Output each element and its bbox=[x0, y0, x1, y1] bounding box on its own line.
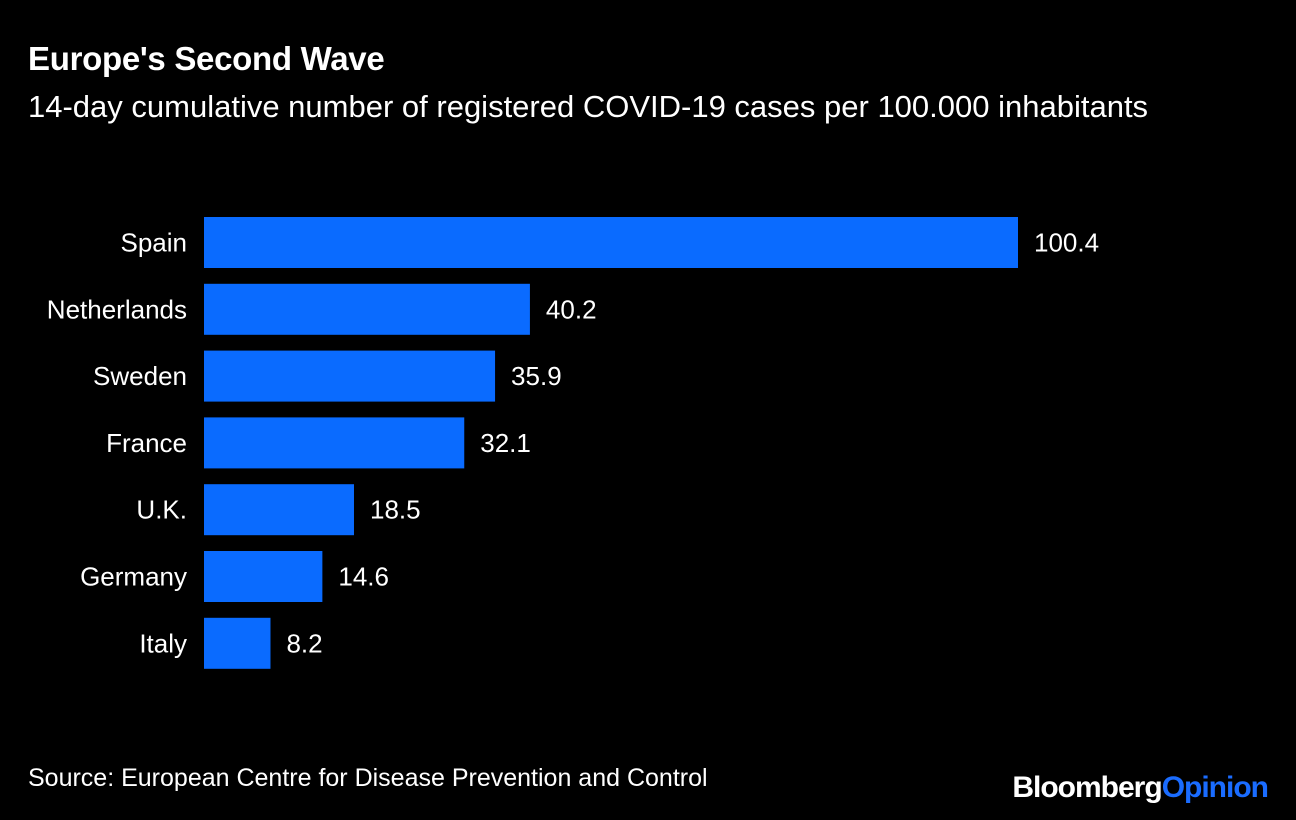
bar-germany bbox=[204, 551, 323, 602]
bar-france bbox=[204, 417, 465, 469]
category-label-sweden: Sweden bbox=[93, 361, 187, 391]
source-note: Source: European Centre for Disease Prev… bbox=[28, 764, 708, 792]
category-label-france: France bbox=[106, 428, 187, 458]
bar-u-k bbox=[204, 484, 354, 536]
value-label-netherlands: 40.2 bbox=[546, 294, 597, 324]
category-label-germany: Germany bbox=[80, 562, 187, 592]
value-label-france: 32.1 bbox=[480, 428, 531, 458]
bar-italy bbox=[204, 617, 271, 669]
chart-subtitle: 14-day cumulative number of registered C… bbox=[28, 89, 1149, 124]
category-label-u-k: U.K. bbox=[136, 495, 187, 525]
value-label-germany: 14.6 bbox=[338, 562, 389, 592]
value-label-u-k: 18.5 bbox=[370, 495, 421, 525]
bar-sweden bbox=[204, 350, 496, 402]
category-label-spain: Spain bbox=[121, 228, 188, 258]
category-label-netherlands: Netherlands bbox=[47, 294, 187, 324]
bloomberg-opinion-logo: BloombergOpinion bbox=[1012, 771, 1269, 805]
value-label-italy: 8.2 bbox=[286, 628, 322, 658]
chart-title: Europe's Second Wave bbox=[28, 40, 385, 77]
bar-spain bbox=[204, 217, 1018, 268]
category-label-italy: Italy bbox=[139, 628, 187, 658]
bar-netherlands bbox=[204, 283, 530, 335]
logo-bloomberg: Bloomberg bbox=[1012, 771, 1162, 804]
logo-opinion: Opinion bbox=[1161, 771, 1269, 804]
value-label-spain: 100.4 bbox=[1034, 228, 1099, 258]
value-label-sweden: 35.9 bbox=[511, 361, 562, 391]
